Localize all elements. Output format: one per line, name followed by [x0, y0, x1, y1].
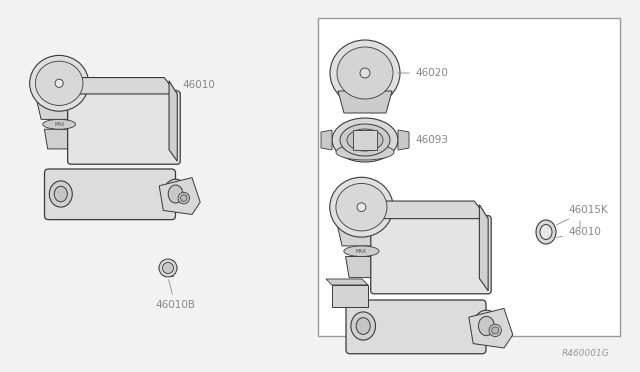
- Ellipse shape: [330, 40, 400, 106]
- Ellipse shape: [540, 224, 552, 240]
- Bar: [332, 285, 368, 307]
- Ellipse shape: [163, 179, 188, 209]
- Polygon shape: [353, 130, 377, 150]
- Text: 4604B: 4604B: [345, 299, 378, 327]
- Ellipse shape: [337, 47, 393, 99]
- Circle shape: [159, 259, 177, 277]
- Ellipse shape: [330, 177, 393, 237]
- Polygon shape: [321, 130, 332, 150]
- Circle shape: [180, 195, 187, 201]
- Ellipse shape: [332, 118, 398, 162]
- Polygon shape: [58, 77, 177, 94]
- Circle shape: [492, 327, 499, 334]
- Polygon shape: [44, 129, 74, 149]
- Ellipse shape: [43, 119, 76, 129]
- FancyBboxPatch shape: [346, 300, 486, 354]
- FancyBboxPatch shape: [318, 18, 620, 336]
- Circle shape: [360, 68, 370, 78]
- Text: 46093: 46093: [398, 135, 448, 145]
- Circle shape: [178, 192, 189, 204]
- Circle shape: [55, 79, 63, 87]
- Circle shape: [163, 263, 173, 273]
- Ellipse shape: [35, 61, 83, 105]
- Ellipse shape: [344, 246, 379, 256]
- Text: 46015K: 46015K: [557, 205, 608, 225]
- Ellipse shape: [336, 144, 394, 160]
- FancyBboxPatch shape: [371, 216, 491, 294]
- Polygon shape: [346, 256, 378, 278]
- Text: 46010B: 46010B: [155, 280, 195, 310]
- Circle shape: [357, 203, 366, 212]
- Text: MAX: MAX: [356, 249, 367, 254]
- Text: MAX: MAX: [54, 122, 64, 127]
- Ellipse shape: [347, 129, 383, 151]
- Polygon shape: [398, 130, 409, 150]
- Polygon shape: [159, 177, 200, 215]
- Polygon shape: [36, 98, 82, 119]
- Polygon shape: [337, 223, 386, 246]
- Polygon shape: [169, 81, 177, 161]
- Ellipse shape: [29, 55, 89, 111]
- Polygon shape: [468, 308, 513, 348]
- Ellipse shape: [479, 316, 494, 336]
- Ellipse shape: [168, 185, 183, 203]
- Ellipse shape: [49, 181, 72, 207]
- Polygon shape: [338, 91, 392, 113]
- Ellipse shape: [536, 220, 556, 244]
- Text: R460001G: R460001G: [563, 349, 610, 358]
- Ellipse shape: [356, 318, 370, 334]
- Text: 46020: 46020: [398, 68, 448, 78]
- Ellipse shape: [473, 310, 500, 342]
- FancyBboxPatch shape: [45, 169, 175, 219]
- FancyBboxPatch shape: [68, 91, 180, 164]
- Text: 46010: 46010: [557, 227, 601, 237]
- Ellipse shape: [54, 186, 67, 202]
- Ellipse shape: [336, 183, 387, 231]
- Text: 46010: 46010: [123, 80, 215, 102]
- Ellipse shape: [351, 312, 376, 340]
- Circle shape: [489, 324, 501, 337]
- Polygon shape: [360, 201, 488, 219]
- Polygon shape: [326, 279, 368, 285]
- Polygon shape: [479, 205, 488, 291]
- Ellipse shape: [340, 124, 390, 156]
